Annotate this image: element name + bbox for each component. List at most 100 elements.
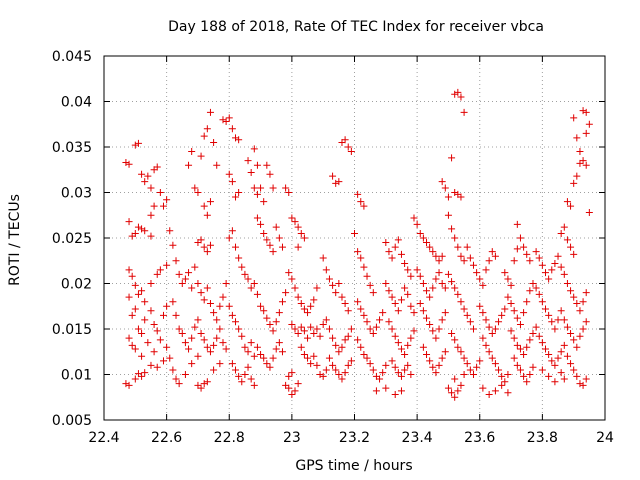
data-point [156,266,164,274]
data-point [482,316,490,324]
data-point [294,293,302,301]
data-point [498,381,506,389]
data-point [200,380,208,388]
data-point [576,380,584,388]
data-point [507,281,515,289]
x-tick-label: 23 [283,430,301,446]
data-point [473,363,481,371]
data-point [538,261,546,269]
data-point [388,254,396,262]
data-point [407,302,415,310]
y-tick-label: 0.02 [61,277,92,293]
data-point [557,369,565,377]
data-point [366,281,374,289]
data-point [563,352,571,360]
data-point [376,316,384,324]
data-point [163,343,171,351]
data-point [200,202,208,210]
data-point [567,330,575,338]
data-point [369,330,377,338]
data-point [125,293,133,301]
data-point [441,184,449,192]
data-point [219,116,227,124]
data-point [235,254,243,262]
data-point [351,229,358,237]
data-point [153,363,161,371]
data-point [576,307,584,315]
data-point [579,381,587,389]
data-point [247,339,255,347]
data-point [238,378,246,386]
data-point [194,316,202,324]
data-point [535,290,543,298]
data-point [410,309,418,317]
x-tick-label: 23.8 [527,430,558,446]
data-point [253,343,261,351]
data-point [432,334,440,342]
y-axis-label: ROTI / TECUs [7,194,23,286]
data-point [554,316,562,324]
data-point [419,307,427,315]
data-point [232,193,240,201]
data-point [272,318,280,326]
data-point [128,311,136,319]
data-point [278,243,286,251]
data-point [444,384,452,392]
data-point [444,270,452,278]
data-point [228,125,236,133]
chart-title: Day 188 of 2018, Rate Of TEC Index for r… [168,19,544,35]
data-point [266,170,274,178]
data-point [338,343,346,351]
data-point [448,389,456,397]
data-point [141,178,149,186]
data-point [516,320,524,328]
data-point [560,375,568,383]
data-point [347,325,355,333]
data-point [203,378,211,386]
data-point [366,360,374,368]
data-point [131,229,139,237]
data-point [363,318,371,326]
data-point [225,302,233,310]
data-point [228,311,236,319]
data-point [216,325,224,333]
data-point [150,202,158,210]
data-point [354,298,362,306]
data-point [257,302,265,310]
data-point [476,275,484,283]
data-point [244,363,252,371]
data-point [391,243,399,251]
data-point [451,234,459,242]
data-point [203,125,211,133]
data-point [454,243,462,251]
data-point [376,375,384,383]
data-point [150,320,158,328]
data-point [448,330,456,338]
data-point [194,280,202,287]
data-point [250,280,258,287]
x-tick-label: 23.6 [464,430,495,446]
data-point [266,241,274,249]
data-point [391,391,399,399]
data-point [329,334,337,342]
data-point [441,284,449,292]
data-point [570,114,578,122]
data-point [141,298,149,306]
data-point [191,184,199,192]
data-point [125,266,133,274]
data-point [175,380,183,388]
data-point [507,327,515,335]
data-point [570,250,578,258]
data-point [448,154,456,162]
data-point [573,134,581,142]
data-point [394,339,402,347]
data-point [413,220,421,228]
data-point [407,272,415,280]
data-point [451,90,459,98]
data-point [285,269,293,277]
x-tick-label: 23.2 [339,430,370,446]
data-point [457,348,465,356]
y-tick-label: 0.01 [61,368,92,384]
